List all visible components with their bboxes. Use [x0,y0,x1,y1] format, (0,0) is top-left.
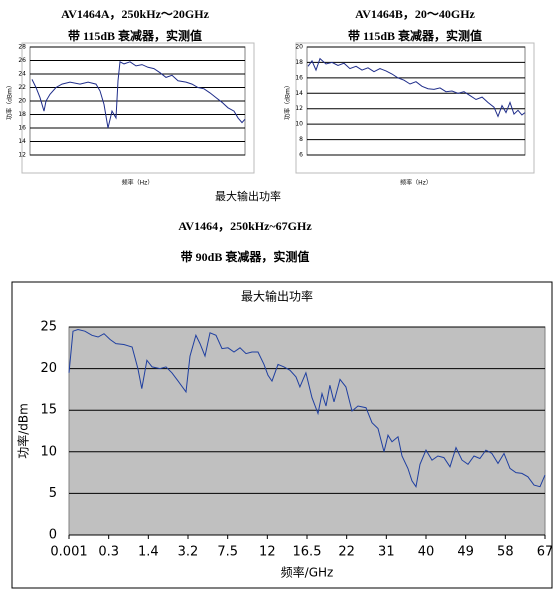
x-tick-label: 40 [418,545,435,560]
x-tick-label: 12 [259,545,276,560]
y-axis-label: 功率（dBm） [284,82,292,120]
x-tick-label: 3.2 [178,545,199,560]
y-tick-label: 10 [40,444,57,459]
y-tick-label: 0 [49,528,57,543]
y-tick-label: 6 [299,152,303,159]
y-axis-label: 功率（dBm） [6,82,14,120]
y-tick-label: 12 [18,152,26,159]
y-tick-label: 20 [295,44,303,51]
data-line [307,57,526,118]
y-tick-label: 24 [18,71,26,78]
y-tick-label: 22 [18,84,26,91]
x-tick-label: 67 [537,545,554,560]
chart-subtitle: 带 115dB 衰减器，实测值 [68,28,202,43]
data-line [68,328,546,488]
caption: AV1464，250kHz~67GHz [178,219,312,233]
chart-subtitle: 带 115dB 衰减器，实测值 [348,28,482,43]
x-tick-label: 0.001 [50,545,87,560]
chart-title: AV1464B，20～40GHz [355,7,475,21]
y-tick-label: 25 [40,320,57,335]
y-tick-label: 14 [18,138,26,145]
y-tick-label: 28 [18,44,26,51]
x-tick-label: 58 [497,545,514,560]
y-tick-label: 8 [299,136,303,143]
plot-area [306,46,526,156]
y-tick-label: 18 [18,111,26,118]
x-tick-label: 7.5 [217,545,238,560]
chart-title: 最大输出功率 [241,289,313,304]
plot-area [68,326,546,536]
x-tick-label: 1.4 [138,545,159,560]
chart-title: AV1464A，250kHz～20GHz [61,7,209,21]
x-tick-label: 31 [378,545,395,560]
y-tick-label: 16 [18,125,26,132]
y-tick-label: 15 [40,403,57,418]
y-tick-label: 20 [18,98,26,105]
y-tick-label: 26 [18,57,26,64]
caption: 最大输出功率 [215,189,281,203]
y-axis-label: 功率/dBm [16,403,31,459]
x-tick-label: 22 [338,545,355,560]
x-axis-label: 频率（Hz） [122,179,154,187]
x-tick-label: 49 [457,545,474,560]
y-tick-label: 18 [295,59,303,66]
x-axis-label: 频率/GHz [281,565,334,580]
x-tick-label: 0.3 [98,545,119,560]
y-tick-label: 5 [49,486,57,501]
caption: 带 90dB 衰减器，实测值 [181,249,310,264]
y-tick-label: 20 [40,361,57,376]
x-axis-label: 频率（Hz） [400,179,432,187]
data-line [31,61,246,129]
y-tick-label: 10 [295,121,303,128]
x-tick-label: 16.5 [293,545,322,560]
y-tick-label: 14 [295,90,303,97]
y-tick-label: 16 [295,74,303,81]
y-tick-label: 12 [295,105,303,112]
